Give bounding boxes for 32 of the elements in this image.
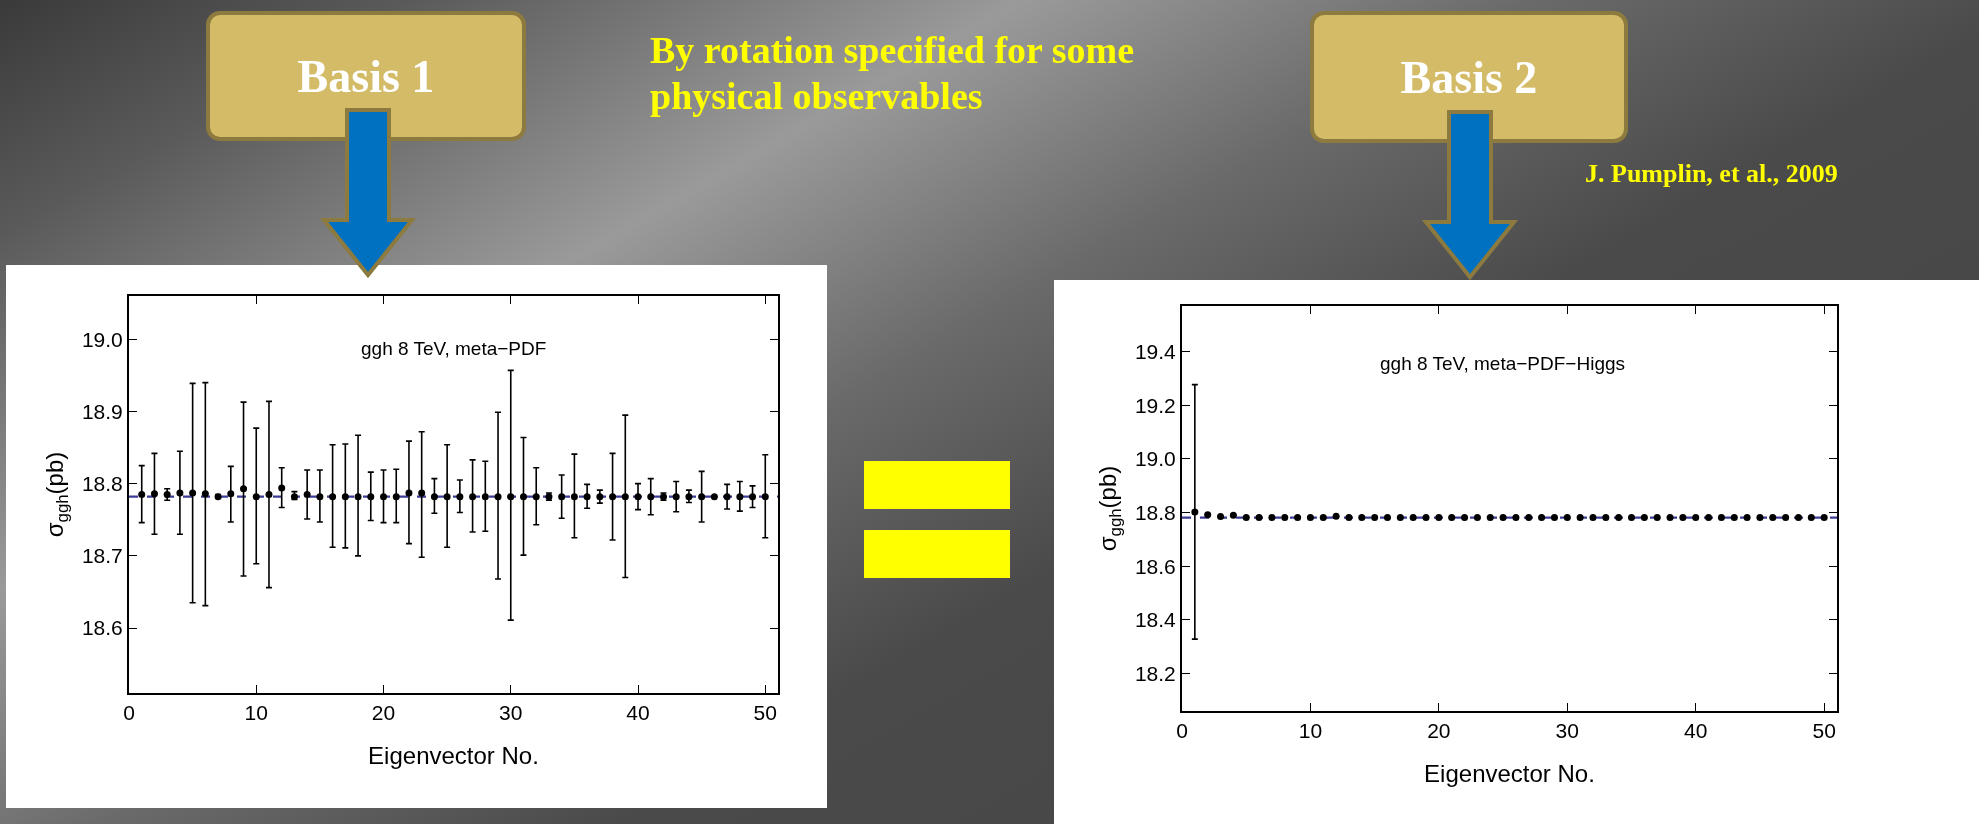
text: J. Pumplin, et al., 2009 [1585, 158, 1839, 190]
y-tick-label: 19.4 [1134, 339, 1177, 363]
text: Basis 2 [1310, 11, 1628, 143]
x-axis-title: Eigenvector No. [368, 742, 539, 769]
x-tick-label: 40 [1684, 719, 1708, 743]
x-tick-label: 30 [1555, 719, 1579, 743]
x-tick-label: 40 [626, 701, 650, 725]
y-tick-label: 18.2 [1134, 661, 1176, 685]
x-tick-label: 0 [123, 701, 135, 725]
x-axis-title: Eigenvector No. [1424, 760, 1595, 787]
x-tick-label: 50 [753, 701, 777, 725]
y-tick-label: 18.6 [81, 616, 123, 640]
text: ggh 8 TeV, meta−PDF−Higgs [1380, 353, 1626, 374]
x-tick-label: 50 [1812, 719, 1836, 743]
text: By rotation specified for some physical observables [650, 28, 1136, 119]
x-tick-label: 30 [499, 701, 523, 725]
x-tick-label: 10 [1298, 719, 1323, 743]
y-tick-label: 19.0 [81, 327, 123, 351]
x-tick-label: 10 [244, 701, 268, 725]
text: Basis 1 [206, 11, 526, 141]
x-tick-label: 20 [371, 701, 396, 725]
y-tick-label: 18.8 [1134, 500, 1176, 524]
text: ggh 8 TeV, meta−PDF [361, 338, 547, 359]
y-tick-label: 18.7 [81, 544, 123, 568]
y-tick-label: 18.6 [1134, 554, 1176, 578]
x-tick-label: 0 [1176, 719, 1188, 743]
y-tick-label: 18.8 [81, 472, 123, 496]
y-tick-label: 18.4 [1134, 608, 1177, 632]
x-tick-label: 20 [1427, 719, 1451, 743]
y-tick-label: 19.2 [1134, 393, 1176, 417]
y-tick-label: 19.0 [1134, 447, 1176, 471]
y-tick-label: 18.9 [81, 399, 123, 423]
